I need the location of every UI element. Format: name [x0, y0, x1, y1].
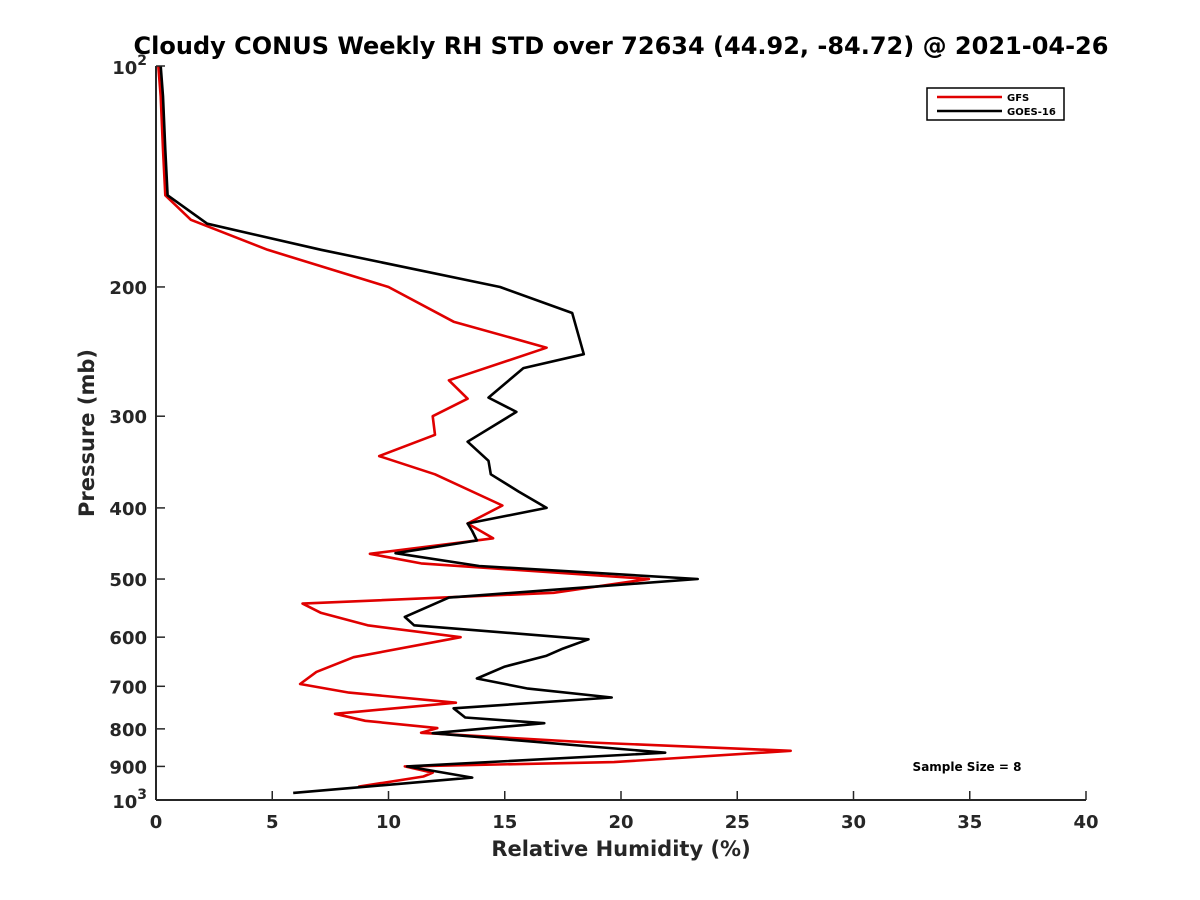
- y-tick-label: 800: [109, 720, 147, 741]
- x-tick-label: 20: [608, 812, 633, 833]
- y-tick-label: 300: [109, 407, 147, 428]
- sample-size-annotation: Sample Size = 8: [913, 760, 1022, 774]
- legend: GFS GOES-16: [926, 87, 1065, 121]
- x-tick-label: 30: [841, 812, 866, 833]
- series-layer: [157, 65, 792, 795]
- plot-area: [155, 65, 1086, 801]
- legend-label-gfs: GFS: [1007, 93, 1029, 104]
- x-tick-label: 10: [376, 812, 401, 833]
- plot-background: [156, 66, 1086, 800]
- y-tick-label: 500: [109, 570, 147, 591]
- series-line-gfs: [157, 65, 792, 788]
- y-axis-ticks: 200 300 400 500 600 700 800 900 102 103: [109, 53, 165, 813]
- x-tick-label: 35: [957, 812, 982, 833]
- x-axis-ticks: 0 5 10 15 20 25 30 35 40: [150, 791, 1099, 833]
- y-tick-label: 700: [109, 677, 147, 698]
- legend-label-goes16: GOES-16: [1007, 107, 1056, 118]
- y-tick-label-power: 102: [112, 53, 147, 79]
- x-tick-label: 0: [150, 812, 163, 833]
- x-axis-label: Relative Humidity (%): [491, 837, 750, 861]
- x-tick-label: 15: [492, 812, 517, 833]
- x-tick-label: 25: [725, 812, 750, 833]
- y-tick-label: 400: [109, 499, 147, 520]
- series-line-goes16: [159, 65, 699, 795]
- y-tick-label: 200: [109, 278, 147, 299]
- y-axis-label: Pressure (mb): [75, 349, 99, 517]
- legend-box: [926, 87, 1065, 121]
- y-tick-label: 600: [109, 628, 147, 649]
- x-tick-label: 5: [266, 812, 279, 833]
- x-tick-label: 40: [1073, 812, 1098, 833]
- y-tick-label: 900: [109, 757, 147, 778]
- y-tick-label-power: 103: [112, 787, 147, 813]
- chart-title: Cloudy CONUS Weekly RH STD over 72634 (4…: [134, 32, 1109, 60]
